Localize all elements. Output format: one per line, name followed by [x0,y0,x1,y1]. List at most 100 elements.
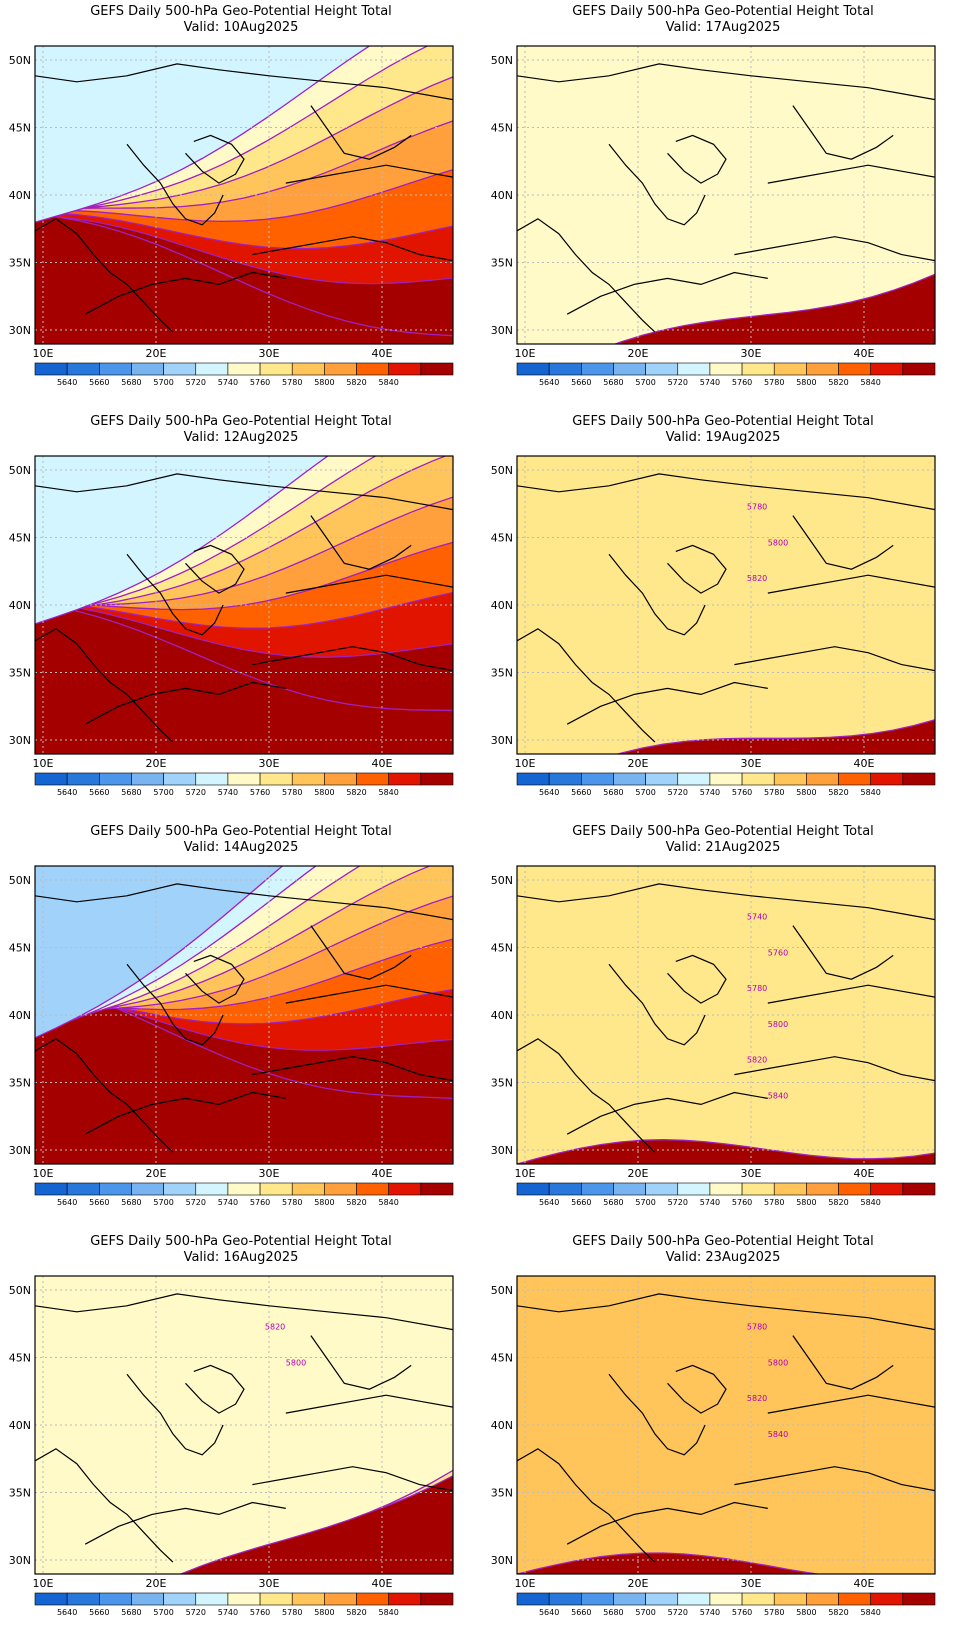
colorbar-swatch [709,362,743,376]
coastline [84,1091,286,1135]
lon-tick-label: 40E [854,1167,875,1180]
lon-tick-label: 20E [628,1577,649,1590]
field-layer [517,1276,935,1574]
lat-tick-label: 45N [9,1352,31,1365]
contour-label: 5800 [768,1020,788,1029]
panel-title: GEFS Daily 500-hPa Geo-Potential Height … [572,824,874,839]
lat-tick-label: 45N [9,532,31,545]
coastline [734,646,935,672]
lon-tick-label: 30E [259,1577,280,1590]
plot-frame [34,45,454,345]
colorbar-swatch [548,1182,582,1196]
colorbar-swatch [677,362,711,376]
lon-tick-label: 20E [628,757,649,770]
contour-label: 5840 [768,1430,788,1439]
colorbar-swatch [516,772,550,786]
colorbar-label: 5640 [57,1198,77,1207]
coastline [310,105,412,160]
colorbar-label: 5820 [828,1608,848,1617]
lat-tick-label: 45N [491,1352,513,1365]
contour-line [35,46,371,223]
colorbar-label: 5820 [828,378,848,387]
lon-tick-label: 40E [372,347,393,360]
colorbar-swatch [227,1182,261,1196]
contour-line [35,46,429,219]
colorbar-swatch [163,1592,197,1606]
coastline [126,1373,224,1456]
lon-tick-label: 10E [515,1577,536,1590]
lon-tick-label: 20E [146,347,167,360]
colorbar-swatch [291,1592,325,1606]
contour-line [35,169,453,223]
colorbar-swatch [227,772,261,786]
lon-tick-label: 40E [372,757,393,770]
contour-line [35,213,453,337]
colorbar-label: 5640 [57,788,77,797]
colorbar-swatch [195,1182,229,1196]
colorbar-label: 5660 [571,788,591,797]
plot-frame [516,45,936,345]
colorbar-swatch [195,1592,229,1606]
lat-tick-label: 30N [491,1144,513,1157]
coastline [734,1466,935,1492]
colorbar-swatch [99,362,132,376]
contour-label: 5800 [768,538,788,547]
coastline [35,1038,174,1153]
field-layer [517,866,935,1164]
colorbar-label: 5820 [346,1608,366,1617]
lon-tick-label: 20E [146,757,167,770]
lat-tick-label: 50N [491,54,513,67]
plot-frame [516,865,936,1165]
coastline [285,1394,453,1414]
height-band [35,46,370,223]
colorbar-label: 5840 [861,1198,881,1207]
field-layer [35,866,453,1164]
lon-tick-label: 10E [33,757,54,770]
coastline [35,63,453,101]
lon-tick-label: 10E [33,1167,54,1180]
lat-tick-label: 30N [491,324,513,337]
contour-line [35,591,453,629]
colorbar-label: 5760 [250,378,270,387]
colorbar-label: 5660 [571,1608,591,1617]
map-panel: GEFS Daily 500-hPa Geo-Potential Height … [0,820,482,1230]
colorbar-swatch [259,1182,293,1196]
contour-line [179,1469,453,1574]
lat-tick-label: 45N [491,532,513,545]
colorbar-swatch [677,772,711,786]
contour-line [517,1552,822,1574]
colorbar-swatch [677,1592,711,1606]
colorbar-label: 5760 [250,1608,270,1617]
coastline [667,134,727,184]
colorbar-label: 5840 [861,788,881,797]
colorbar-swatch [66,1592,100,1606]
coastline [310,515,412,570]
colorbar-swatch [806,772,839,786]
panel-valid-date: Valid: 12Aug2025 [183,430,299,445]
coastline [767,574,935,594]
panel-title: GEFS Daily 500-hPa Geo-Potential Height … [90,1234,392,1249]
field-layer [517,46,935,344]
colorbar-swatch [902,362,936,376]
colorbar-swatch [99,1592,132,1606]
colorbar-label: 5700 [635,1608,655,1617]
coastline [35,1448,174,1563]
height-band [517,1276,935,1574]
colorbar-swatch [324,772,357,786]
colorbar-swatch [66,362,100,376]
colorbar-swatch [99,772,132,786]
colorbar-swatch [324,1182,357,1196]
colorbar-label: 5760 [250,788,270,797]
field-layer [35,456,453,754]
colorbar-swatch [227,1592,261,1606]
lon-tick-label: 20E [146,1167,167,1180]
coastline [566,1501,768,1545]
colorbar-swatch [516,1182,550,1196]
contour-label: 5780 [747,984,767,993]
colorbar-label: 5760 [732,1608,752,1617]
contour-line [35,496,453,609]
colorbar-label: 5800 [314,1198,334,1207]
lon-tick-label: 10E [515,757,536,770]
colorbar-label: 5800 [796,1608,816,1617]
